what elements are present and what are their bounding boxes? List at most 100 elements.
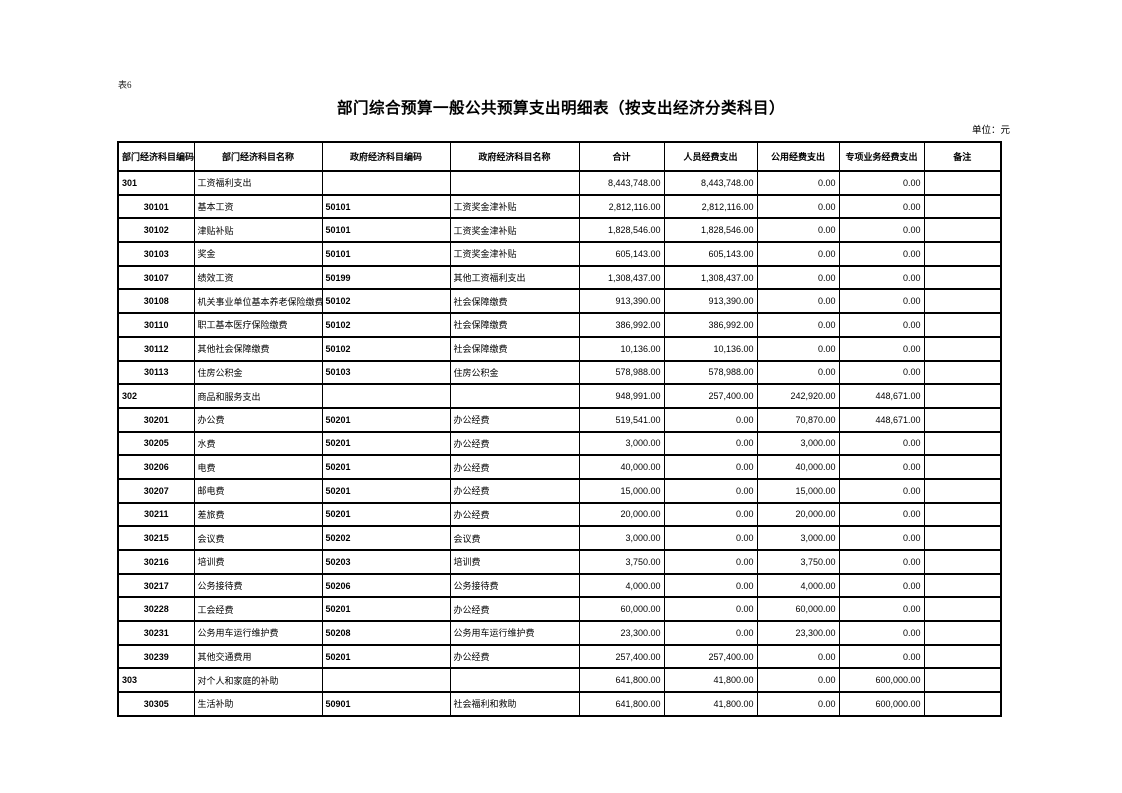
- project-expense-cell: 448,671.00: [838, 406, 925, 433]
- gov-name-cell: 办公经费: [449, 501, 580, 528]
- project-expense-cell: 0.00: [838, 335, 925, 362]
- remark-cell: [923, 359, 1002, 386]
- project-expense-cell: 0.00: [838, 501, 925, 528]
- dept-name-cell: 差旅费: [193, 501, 323, 528]
- dept-name-cell: 电费: [193, 454, 323, 480]
- project-expense-cell: 0.00: [838, 241, 925, 267]
- total-cell: 578,988.00: [578, 359, 665, 386]
- project-expense-cell: 0.00: [838, 264, 925, 291]
- total-cell: 641,800.00: [578, 691, 665, 717]
- dept-name-cell: 生活补助: [193, 691, 323, 717]
- personnel-expense-cell: 386,992.00: [663, 312, 758, 338]
- personnel-expense-cell: 0.00: [663, 477, 758, 504]
- remark-cell: [923, 667, 1002, 694]
- dept-name-cell: 其他交通费用: [193, 643, 323, 670]
- dept-name-cell: 职工基本医疗保险缴费: [193, 312, 323, 338]
- personnel-expense-cell: 605,143.00: [663, 241, 758, 267]
- personnel-expense-cell: 0.00: [663, 430, 758, 457]
- project-expense-cell: 600,000.00: [838, 667, 925, 694]
- dept-name-cell: 对个人和家庭的补助: [193, 667, 323, 694]
- total-cell: 15,000.00: [578, 477, 665, 504]
- table-row: 30216 培训费 50203 培训费 3,750.00 0.00 3,750.00 0.00: [117, 549, 1002, 575]
- total-cell: 948,991.00: [578, 383, 665, 409]
- table-row: 30101 基本工资 50101 工资奖金津补贴 2,812,116.00 2,812,1…: [117, 193, 1002, 220]
- dept-name-cell: 工会经费: [193, 596, 323, 623]
- public-expense-cell: 0.00: [756, 691, 840, 717]
- dept-code-cell: 30205: [117, 430, 195, 457]
- header-row: 部门经济科目编码 部门经济科目名称 政府经济科目编码 政府经济科目名称 合计 人…: [117, 141, 1002, 172]
- personnel-expense-cell: 0.00: [663, 406, 758, 433]
- dept-code-cell: 30207: [117, 477, 195, 504]
- remark-cell: [923, 572, 1002, 599]
- dept-code-cell: 302: [117, 383, 195, 409]
- total-cell: 3,000.00: [578, 525, 665, 551]
- col-header-total: 合计: [578, 141, 665, 172]
- table-row: 30211 差旅费 50201 办公经费 20,000.00 0.00 20,000.00 0…: [117, 501, 1002, 528]
- section-row: 303 对个人和家庭的补助 641,800.00 41,800.00 0.00 600,0…: [117, 667, 1002, 694]
- remark-cell: [923, 477, 1002, 504]
- dept-name-cell: 津贴补贴: [193, 217, 323, 244]
- gov-name-cell: 社会保障缴费: [449, 335, 580, 362]
- public-expense-cell: 0.00: [756, 264, 840, 291]
- public-expense-cell: 0.00: [756, 643, 840, 670]
- public-expense-cell: 0.00: [756, 335, 840, 362]
- project-expense-cell: 0.00: [838, 288, 925, 315]
- dept-code-cell: 30239: [117, 643, 195, 670]
- remark-cell: [923, 170, 1002, 196]
- table-row: 30113 住房公积金 50103 住房公积金 578,988.00 578,988.00…: [117, 359, 1002, 386]
- dept-name-cell: 机关事业单位基本养老保险缴费: [193, 288, 323, 315]
- total-cell: 641,800.00: [578, 667, 665, 694]
- table-row: 30215 会议费 50202 会议费 3,000.00 0.00 3,000.00 0.00: [117, 525, 1002, 551]
- personnel-expense-cell: 0.00: [663, 525, 758, 551]
- unit-label: 单位：元: [971, 126, 1010, 136]
- dept-code-cell: 30102: [117, 217, 195, 244]
- total-cell: 2,812,116.00: [578, 193, 665, 220]
- table-row: 30110 职工基本医疗保险缴费 50102 社会保障缴费 386,992.00 386,…: [117, 312, 1002, 338]
- page-title: 部门综合预算一般公共预算支出明细表（按支出经济分类科目）: [336, 100, 785, 117]
- remark-cell: [923, 549, 1002, 575]
- dept-code-cell: 30108: [117, 288, 195, 315]
- remark-cell: [923, 454, 1002, 480]
- gov-name-cell: 工资奖金津补贴: [449, 217, 580, 244]
- dept-name-cell: 公务用车运行维护费: [193, 620, 323, 646]
- project-expense-cell: 0.00: [838, 312, 925, 338]
- public-expense-cell: 0.00: [756, 312, 840, 338]
- gov-name-cell: 办公经费: [449, 454, 580, 480]
- personnel-expense-cell: 257,400.00: [663, 643, 758, 670]
- public-expense-cell: 0.00: [756, 217, 840, 244]
- gov-name-cell: [449, 383, 580, 409]
- table-row: 30107 绩效工资 50199 其他工资福利支出 1,308,437.00 1,308,…: [117, 264, 1002, 291]
- personnel-expense-cell: 913,390.00: [663, 288, 758, 315]
- gov-code-cell: 50901: [321, 691, 451, 717]
- gov-code-cell: 50102: [321, 312, 451, 338]
- remark-cell: [923, 691, 1002, 717]
- dept-name-cell: 奖金: [193, 241, 323, 267]
- table-row: 30108 机关事业单位基本养老保险缴费 50102 社会保障缴费 913,390.00…: [117, 288, 1002, 315]
- gov-code-cell: 50201: [321, 643, 451, 670]
- project-expense-cell: 0.00: [838, 572, 925, 599]
- gov-code-cell: 50203: [321, 549, 451, 575]
- public-expense-cell: 15,000.00: [756, 477, 840, 504]
- public-expense-cell: 0.00: [756, 241, 840, 267]
- dept-code-cell: 30201: [117, 406, 195, 433]
- dept-code-cell: 30211: [117, 501, 195, 528]
- gov-code-cell: 50201: [321, 596, 451, 623]
- remark-cell: [923, 264, 1002, 291]
- col-header-dept-code: 部门经济科目编码: [117, 141, 195, 172]
- remark-cell: [923, 596, 1002, 623]
- dept-name-cell: 培训费: [193, 549, 323, 575]
- table-row: 30102 津贴补贴 50101 工资奖金津补贴 1,828,546.00 1,828,5…: [117, 217, 1002, 244]
- col-header-dept-name: 部门经济科目名称: [193, 141, 323, 172]
- dept-name-cell: 水费: [193, 430, 323, 457]
- gov-name-cell: 会议费: [449, 525, 580, 551]
- project-expense-cell: 0.00: [838, 525, 925, 551]
- table-row: 30103 奖金 50101 工资奖金津补贴 605,143.00 605,143.00 0…: [117, 241, 1002, 267]
- personnel-expense-cell: 41,800.00: [663, 667, 758, 694]
- project-expense-cell: 0.00: [838, 596, 925, 623]
- dept-name-cell: 商品和服务支出: [193, 383, 323, 409]
- total-cell: 4,000.00: [578, 572, 665, 599]
- gov-code-cell: 50202: [321, 525, 451, 551]
- gov-name-cell: 办公经费: [449, 477, 580, 504]
- gov-name-cell: 社会保障缴费: [449, 288, 580, 315]
- project-expense-cell: 0.00: [838, 549, 925, 575]
